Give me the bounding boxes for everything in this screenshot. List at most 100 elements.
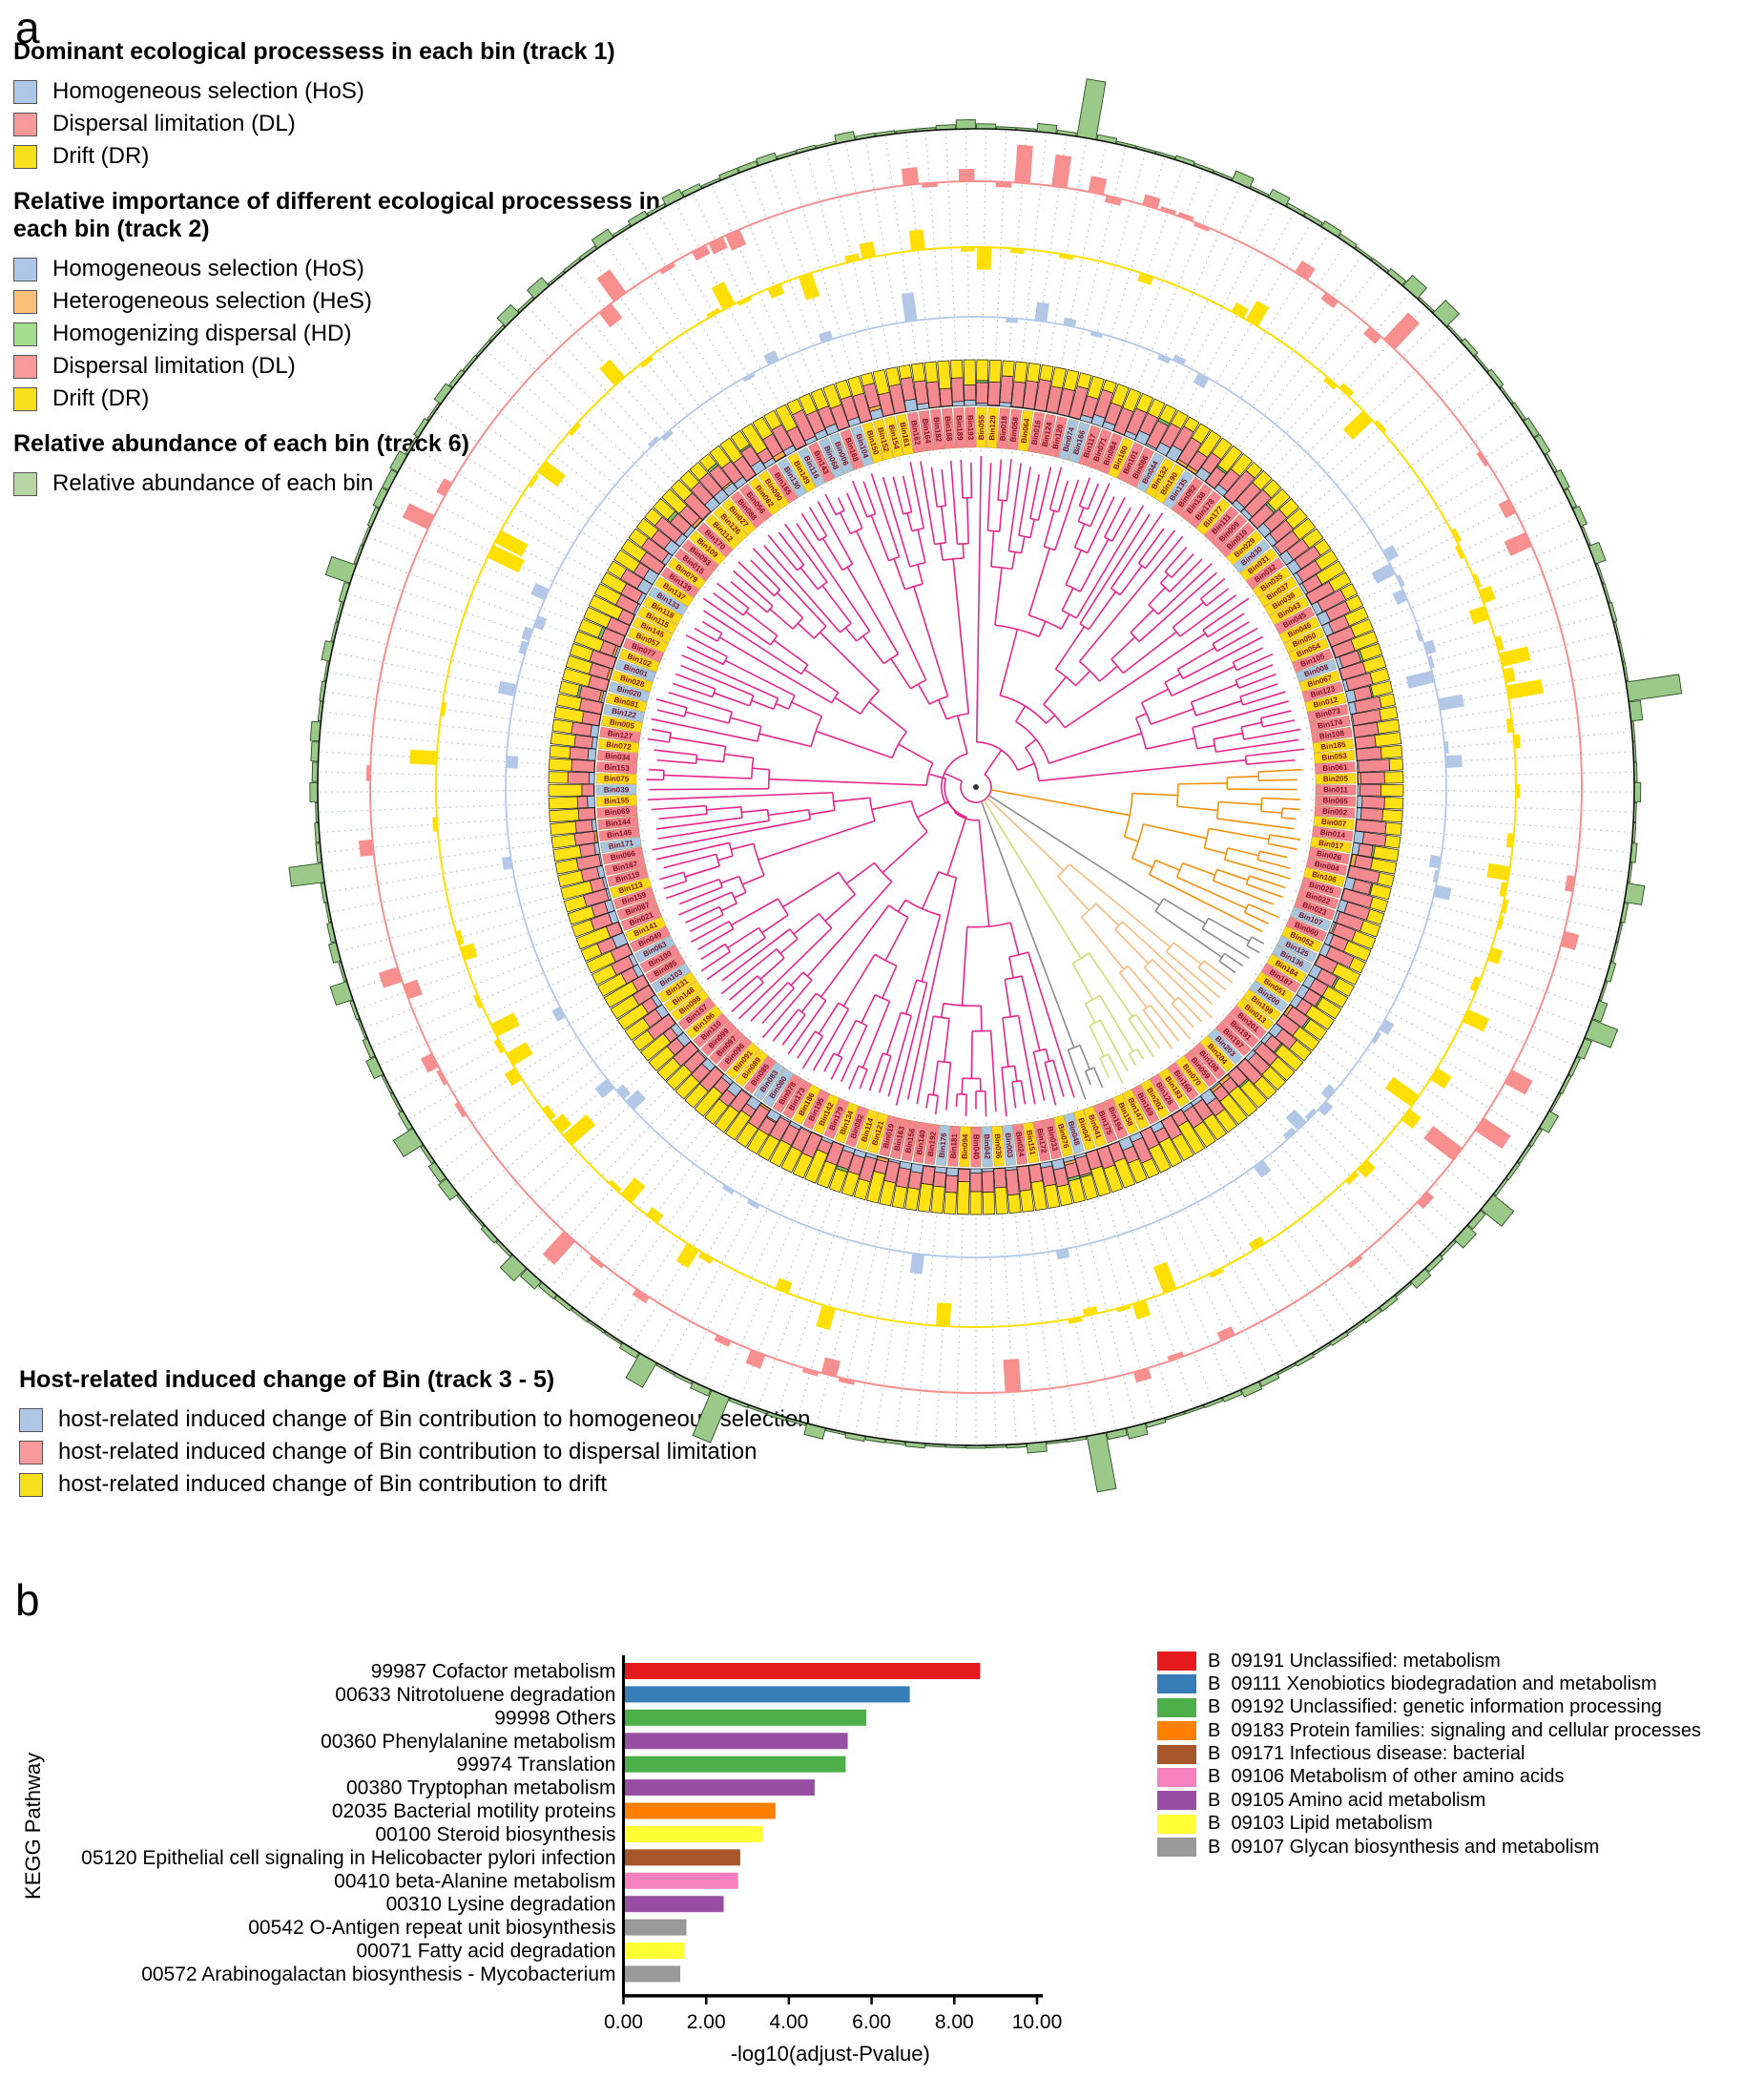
bin-label-cell: Bin174: [1309, 715, 1351, 733]
phylo-tree-branch: [1165, 942, 1174, 952]
phylo-tree-branch: [1204, 847, 1227, 855]
phylo-tree-branch: [1069, 863, 1171, 948]
phylo-tree-branch: [903, 510, 912, 515]
track6-bar: [1548, 1092, 1562, 1112]
bin-label-text: Bin189: [955, 415, 965, 441]
bin-label-bg: [642, 595, 683, 625]
track5-bar: [820, 1357, 840, 1378]
phylo-tree-branch: [810, 716, 823, 747]
bin-label-bg: [634, 935, 675, 964]
bin-label-text: Bin146: [607, 828, 633, 840]
track2-segment: [573, 735, 593, 749]
phylo-tree-branch: [1127, 965, 1192, 1040]
phylo-tree-branch: [1246, 758, 1296, 765]
phylo-tree-branch: [1119, 965, 1129, 974]
phylo-tree-branch: [1002, 1014, 1019, 1019]
track4-ring: [435, 246, 1517, 1328]
kegg-category-label: 99987 Cofactor metabolism: [371, 1661, 616, 1683]
hos-color-swatch: [13, 79, 37, 104]
phylo-tree-branch: [1152, 959, 1214, 1019]
track2-segment: [719, 437, 743, 464]
track2-segment: [1359, 920, 1381, 938]
legend-track2-title: Relative importance of different ecologi…: [13, 188, 660, 242]
bin-label-bg: [1294, 897, 1336, 921]
track2-segment: [792, 1153, 814, 1179]
hos-color-swatch: [19, 1407, 43, 1432]
track3-bar: [1282, 1127, 1297, 1140]
track6-bar: [1394, 1281, 1413, 1298]
phylo-tree-branch: [1002, 1065, 1015, 1069]
track5-bar: [403, 979, 423, 1000]
phylo-tree-branch: [965, 497, 969, 544]
bin-label-bg: [861, 422, 883, 464]
panel-b-label: b: [15, 1575, 40, 1625]
phylo-tree-branch: [870, 514, 890, 562]
bin-label-bg: [813, 1093, 840, 1135]
phylo-tree-branch: [801, 1035, 823, 1070]
track5-bar: [436, 478, 452, 497]
track6-bar: [1625, 674, 1683, 702]
phylo-tree-branch: [718, 636, 833, 704]
phylo-tree-branch: [1261, 797, 1300, 800]
track2-segment: [1289, 1039, 1313, 1062]
track3-bar: [625, 1090, 647, 1111]
legend-item: host-related induced change of Bin contr…: [19, 1403, 878, 1436]
bin-label-bg: [1312, 825, 1354, 841]
bin-label-bg: [1315, 761, 1356, 775]
phylo-tree-branch: [1135, 712, 1148, 719]
phylo-tree-branch: [1176, 669, 1184, 679]
track6-bar: [548, 270, 566, 286]
bin-label-bg: [912, 1121, 929, 1164]
phylo-tree-branch: [768, 778, 927, 786]
bin-label-cell: Bin182: [930, 408, 945, 450]
bin-label-bg: [1315, 773, 1357, 785]
track2-segment: [780, 1146, 802, 1174]
bin-label-bg: [1048, 416, 1068, 458]
bin-label-bg: [1269, 595, 1310, 625]
bin-label-bg: [919, 409, 935, 452]
phylo-tree-branch: [952, 558, 970, 715]
phylo-tree-branch: [782, 871, 840, 908]
track2-segment: [1383, 797, 1404, 810]
bin-label-text: Bin007: [1321, 818, 1348, 829]
track2-segment: [976, 359, 989, 382]
phylo-tree-branch: [1128, 1018, 1154, 1058]
bin-label-bg: [757, 469, 790, 509]
phylo-tree-branch: [730, 717, 762, 728]
track2-segment: [571, 758, 595, 773]
phylo-tree-branch: [834, 696, 861, 715]
track2-segment: [1191, 423, 1212, 445]
track2-segment: [1219, 1093, 1248, 1126]
track6-bar: [288, 862, 325, 887]
phylo-tree-branch: [701, 620, 723, 634]
legend-item-label: B 09171 Infectious disease: bacterial: [1208, 1743, 1525, 1765]
phylo-tree-branch: [946, 817, 967, 876]
phylo-tree-branch: [648, 791, 833, 800]
track4-bar: [1209, 1267, 1224, 1278]
track6-bar: [955, 119, 976, 130]
phylo-tree-branch: [817, 501, 854, 565]
track4-bar: [455, 929, 465, 945]
phylo-tree-branch: [652, 818, 811, 851]
phylo-tree-branch: [824, 893, 856, 922]
bin-label-bg: [942, 407, 956, 449]
phylo-tree-branch: [1259, 717, 1264, 728]
tracks-3-4-5: [358, 144, 1583, 1394]
bin-label-cell: Bin155: [595, 795, 637, 807]
phylo-tree-branch: [1099, 995, 1134, 1052]
track4-bar: [528, 473, 540, 488]
category-color-swatch: [1157, 1651, 1196, 1671]
phylo-tree-branch: [975, 455, 983, 742]
phylo-tree-branch: [685, 711, 730, 724]
phylo-tree-branch: [846, 566, 900, 654]
phylo-tree-branch: [1148, 587, 1166, 606]
bin-label-bg: [600, 836, 642, 854]
bin-label-bg: [777, 458, 807, 498]
track2-segment: [653, 497, 676, 521]
phylo-tree-branch: [1111, 507, 1131, 542]
track6-bar: [1276, 1362, 1297, 1376]
phylo-tree-branch: [893, 558, 906, 591]
phylo-tree-branch: [1164, 673, 1181, 684]
track3-bar: [647, 435, 660, 447]
bin-label-bg: [709, 1028, 745, 1065]
